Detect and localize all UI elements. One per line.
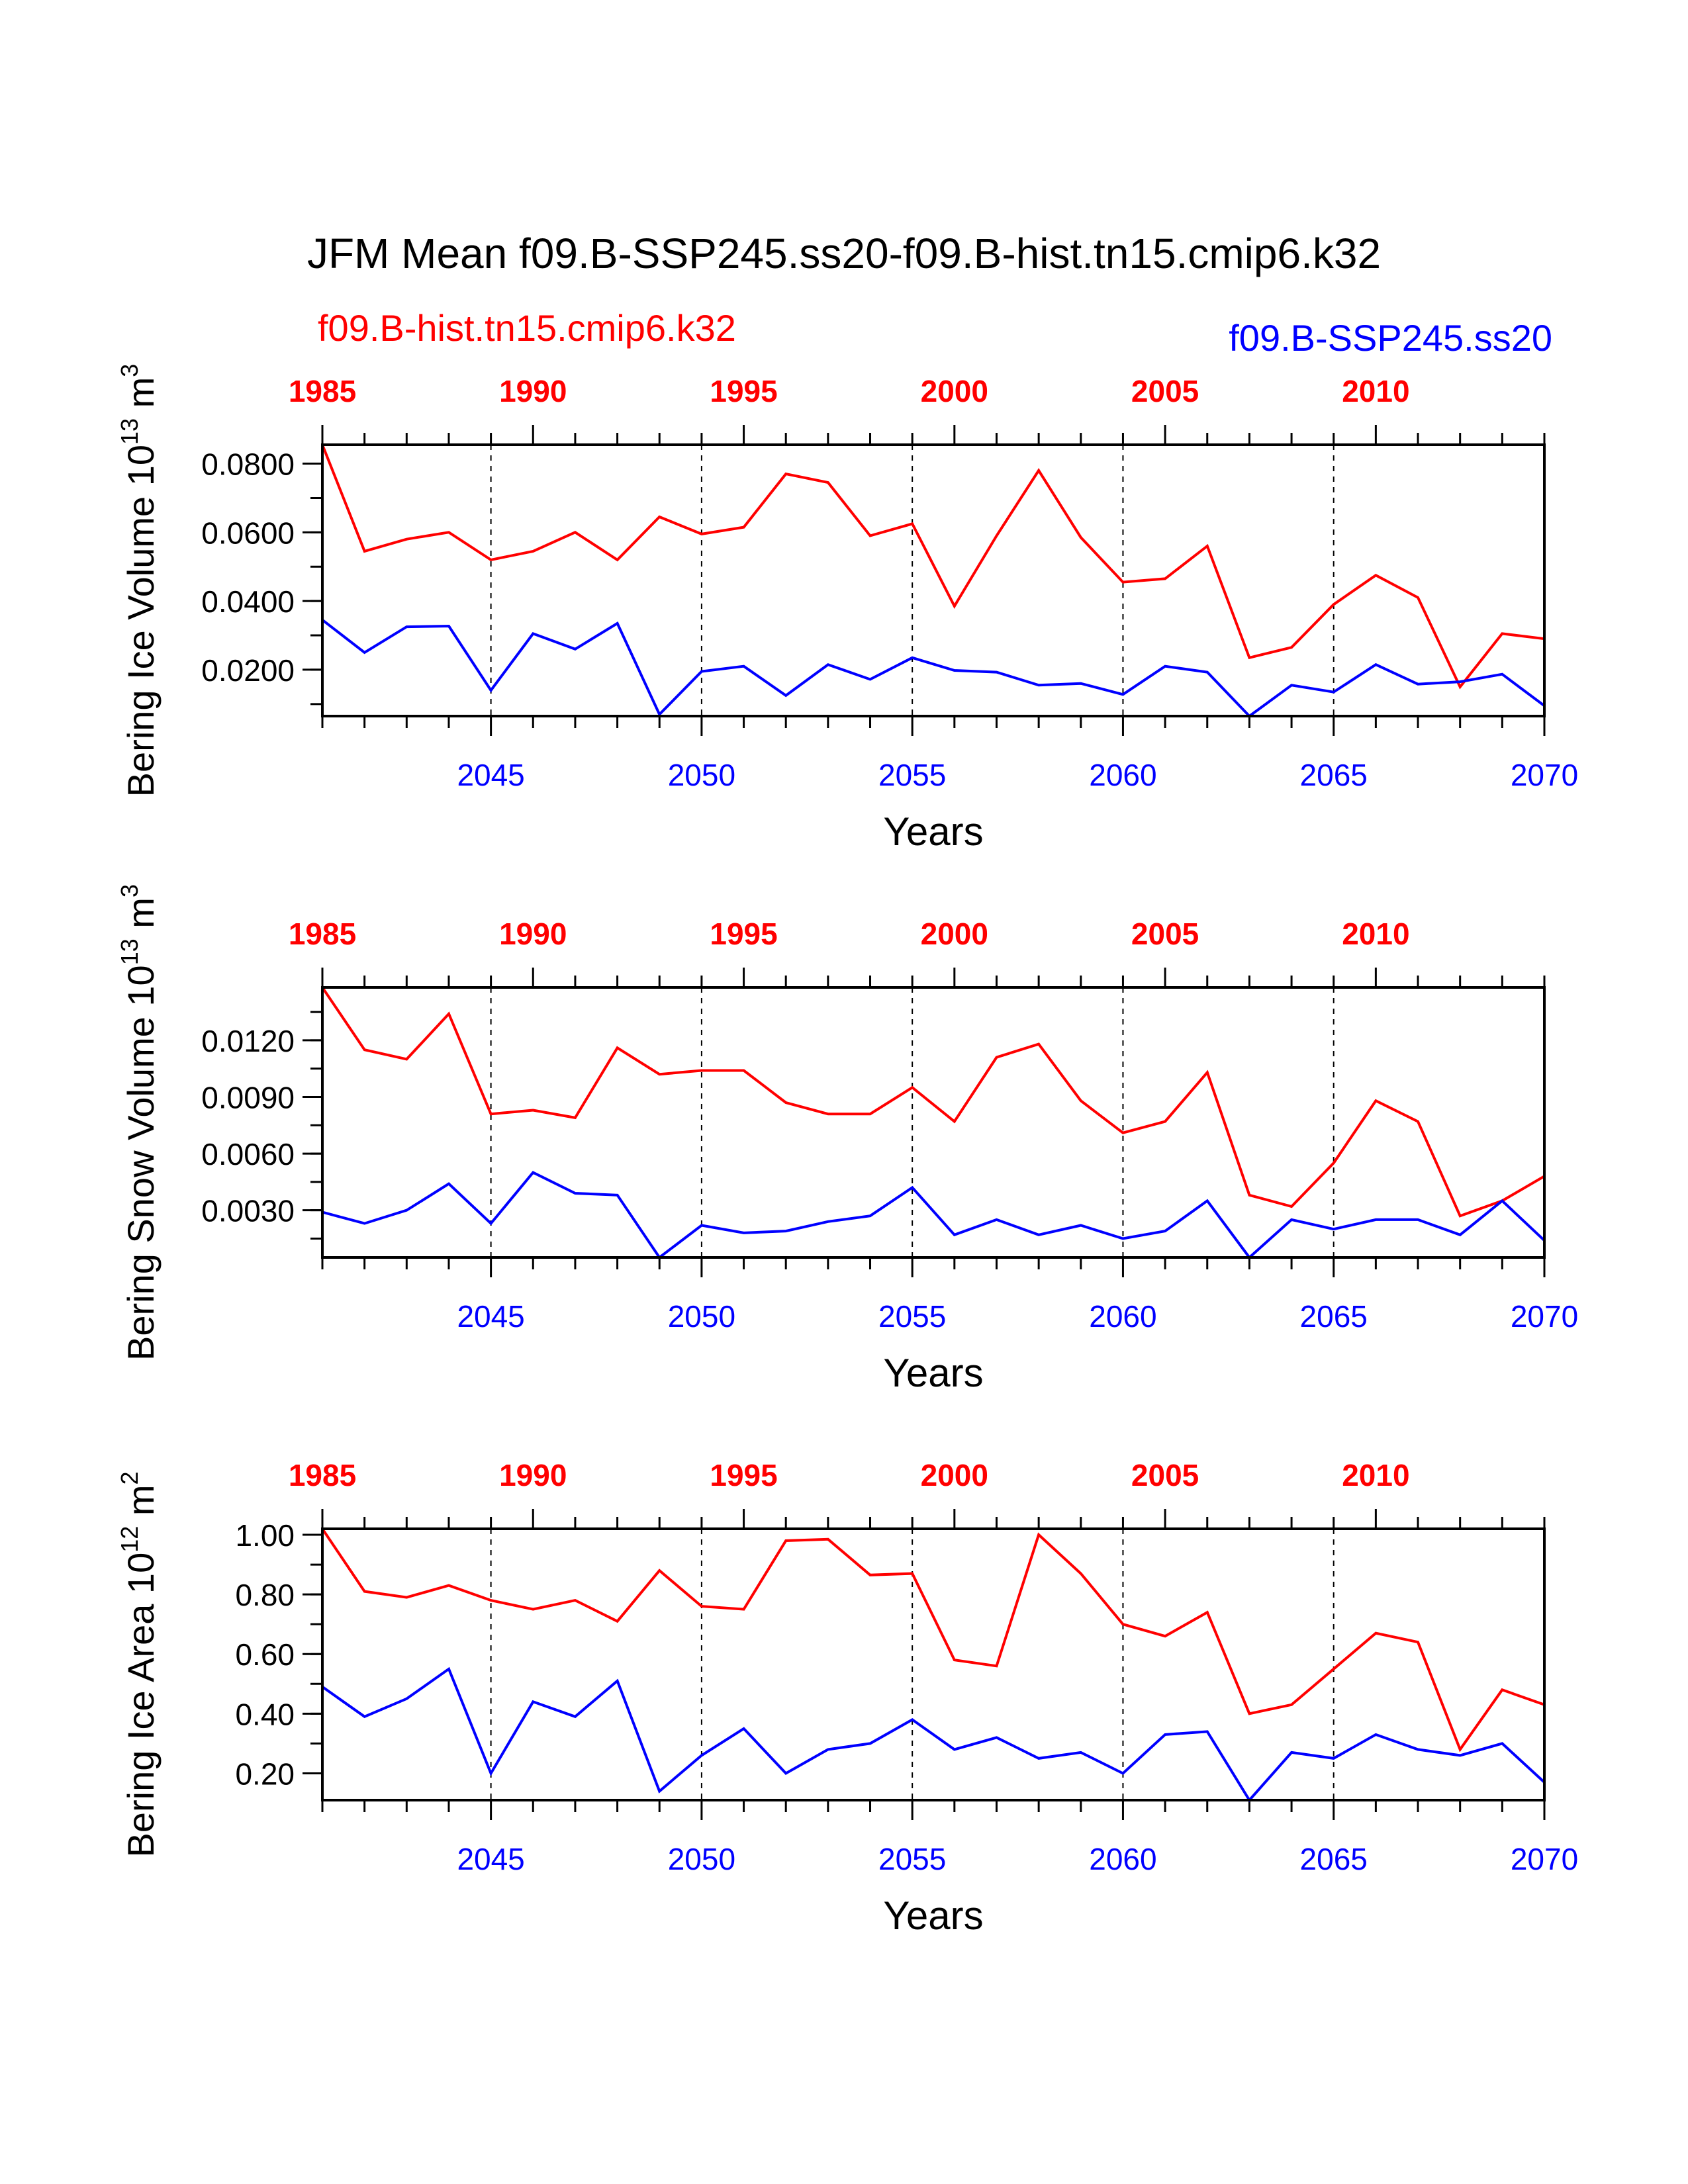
x-top-tick-label: 2000 (921, 917, 988, 951)
x-bottom-tick-label: 2070 (1511, 1842, 1578, 1876)
y-tick-label: 0.0800 (201, 447, 295, 482)
plot-frame (321, 443, 1546, 717)
x-top-tick-label: 1985 (289, 374, 356, 408)
x-bottom-tick-label: 2065 (1300, 1299, 1368, 1334)
y-tick-label: 0.0400 (201, 584, 295, 619)
y-tick-label: 0.0030 (201, 1194, 295, 1228)
hist-series-line (321, 986, 1546, 1218)
x-bottom-tick-label: 2070 (1511, 758, 1578, 792)
y-axis-title: Bering Ice Area 1012 m2 (116, 1471, 162, 1857)
y-axis-title: Bering Snow Volume 1013 m3 (116, 884, 162, 1361)
x-top-tick-label: 1990 (499, 917, 567, 951)
x-bottom-tick-label: 2055 (878, 1299, 946, 1334)
x-bottom-tick-label: 2060 (1089, 758, 1156, 792)
x-bottom-tick-label: 2045 (457, 1299, 524, 1334)
hist-series-line (321, 1527, 1545, 1752)
plot-frame (321, 1527, 1546, 1801)
x-bottom-tick-label: 2045 (457, 1842, 524, 1876)
ice-volume-panel: 0.0200 0.0400 0.0600 0.0800 1985 1990 1995 2000… (116, 364, 1578, 854)
y-tick-label: 0.80 (235, 1578, 295, 1612)
figure-title: JFM Mean f09.B-SSP245.ss20-f09.B-hist.tn… (307, 230, 1381, 277)
ssp-series-line (321, 619, 1546, 718)
y-tick-label: 0.0600 (201, 516, 295, 550)
x-top-tick-label: 2010 (1342, 1458, 1409, 1492)
x-bottom-tick-label: 2055 (878, 1842, 946, 1876)
x-axis-title: Years (883, 1893, 983, 1938)
x-top-tick-label: 1985 (289, 1458, 356, 1492)
x-top-tick-label: 2010 (1342, 374, 1409, 408)
legend-right-label: f09.B-SSP245.ss20 (1229, 317, 1552, 359)
hist-series-line (321, 444, 1545, 690)
x-top-tick-label: 1995 (710, 374, 777, 408)
x-top-tick-label: 2000 (921, 1458, 988, 1492)
x-top-tick-label: 1995 (710, 1458, 777, 1492)
plot-frame (321, 986, 1546, 1259)
x-bottom-tick-label: 2060 (1089, 1842, 1156, 1876)
x-top-tick-label: 1985 (289, 917, 356, 951)
x-top-tick-label: 1990 (499, 1458, 567, 1492)
ssp-series-line (322, 1171, 1546, 1259)
x-bottom-tick-label: 2065 (1300, 1842, 1368, 1876)
x-top-tick-label: 2005 (1131, 917, 1199, 951)
ice-area-panel: 0.20 0.40 0.60 0.80 1.00 1985 1990 1995 2000 2005… (116, 1458, 1578, 1938)
x-top-tick-label: 2005 (1131, 1458, 1199, 1492)
x-bottom-tick-label: 2050 (668, 1299, 735, 1334)
x-axis-title: Years (883, 1351, 983, 1395)
x-top-tick-label: 1990 (499, 374, 567, 408)
ssp-series-line (321, 1666, 1546, 1803)
x-bottom-tick-label: 2070 (1511, 1299, 1578, 1334)
y-tick-label: 0.40 (235, 1697, 295, 1731)
y-tick-label: 0.0090 (201, 1080, 295, 1115)
legend-left-label: f09.B-hist.tn15.cmip6.k32 (318, 307, 736, 349)
x-bottom-tick-label: 2045 (457, 758, 524, 792)
x-axis-title: Years (883, 809, 983, 854)
x-bottom-tick-label: 2065 (1300, 758, 1368, 792)
y-tick-label: 0.20 (235, 1756, 295, 1791)
x-bottom-tick-label: 2050 (668, 758, 735, 792)
y-tick-label: 0.0120 (201, 1024, 295, 1058)
y-tick-label: 1.00 (235, 1518, 295, 1553)
y-axis-title: Bering Ice Volume 1013 m3 (116, 364, 162, 797)
y-tick-label: 0.0200 (201, 653, 295, 688)
x-top-tick-label: 2005 (1131, 374, 1199, 408)
x-top-tick-label: 2000 (921, 374, 988, 408)
y-tick-label: 0.60 (235, 1637, 295, 1672)
x-bottom-tick-label: 2055 (878, 758, 946, 792)
y-tick-label: 0.0060 (201, 1137, 295, 1171)
x-bottom-tick-label: 2050 (668, 1842, 735, 1876)
x-bottom-tick-label: 2060 (1089, 1299, 1156, 1334)
snow-volume-panel: 0.0030 0.0060 0.0090 0.0120 1985 1990 1995 2000… (116, 884, 1578, 1395)
x-top-tick-label: 1995 (710, 917, 777, 951)
x-top-tick-label: 2010 (1342, 917, 1409, 951)
